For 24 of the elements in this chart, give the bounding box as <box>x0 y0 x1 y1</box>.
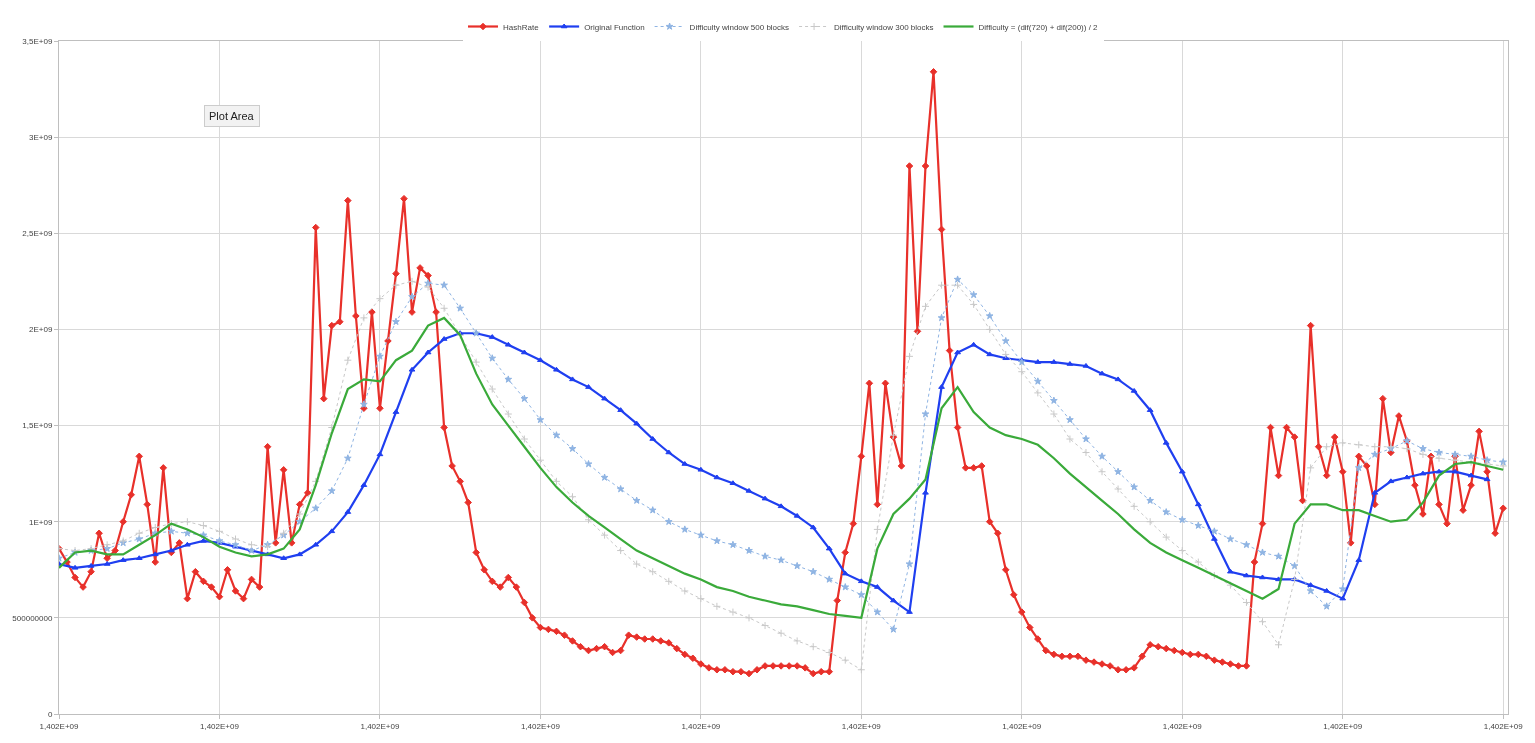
x-tick-label: 1,402E+09 <box>1002 721 1042 731</box>
x-tick-label: 1,402E+09 <box>1162 721 1203 731</box>
legend-label: Difficulty window 500 blocks <box>689 22 790 32</box>
x-tick-label: 1,402E+09 <box>841 721 882 731</box>
x-tick-label: 1,402E+09 <box>39 721 80 731</box>
x-tick-label: 1,402E+09 <box>1323 721 1363 731</box>
y-tick-label: 0 <box>47 709 53 719</box>
y-tick-label: 1E+09 <box>29 517 53 527</box>
annotation: Plot Area <box>209 110 255 122</box>
x-tick-label: 1,402E+09 <box>200 721 240 731</box>
x-tick-label: 1,402E+09 <box>520 721 561 731</box>
legend-label: HashRate <box>503 22 540 32</box>
y-tick-label: 2,5E+09 <box>22 229 53 239</box>
y-tick-label: 3E+09 <box>29 132 53 142</box>
x-tick-label: 1,402E+09 <box>1483 721 1524 731</box>
y-tick-label: 1,5E+09 <box>22 421 53 431</box>
x-tick-label: 1,402E+09 <box>360 721 400 731</box>
y-tick-label: 3,5E+09 <box>22 36 53 46</box>
y-tick-label: 2E+09 <box>29 325 53 335</box>
legend-label: Difficulty = (dif(720) + dif(200)) / 2 <box>978 22 1099 32</box>
legend-label: Original Function <box>584 22 645 32</box>
x-tick-label: 1,402E+09 <box>681 721 721 731</box>
legend-label: Difficulty window 300 blocks <box>834 22 934 32</box>
y-tick-label: 500000000 <box>12 613 53 623</box>
